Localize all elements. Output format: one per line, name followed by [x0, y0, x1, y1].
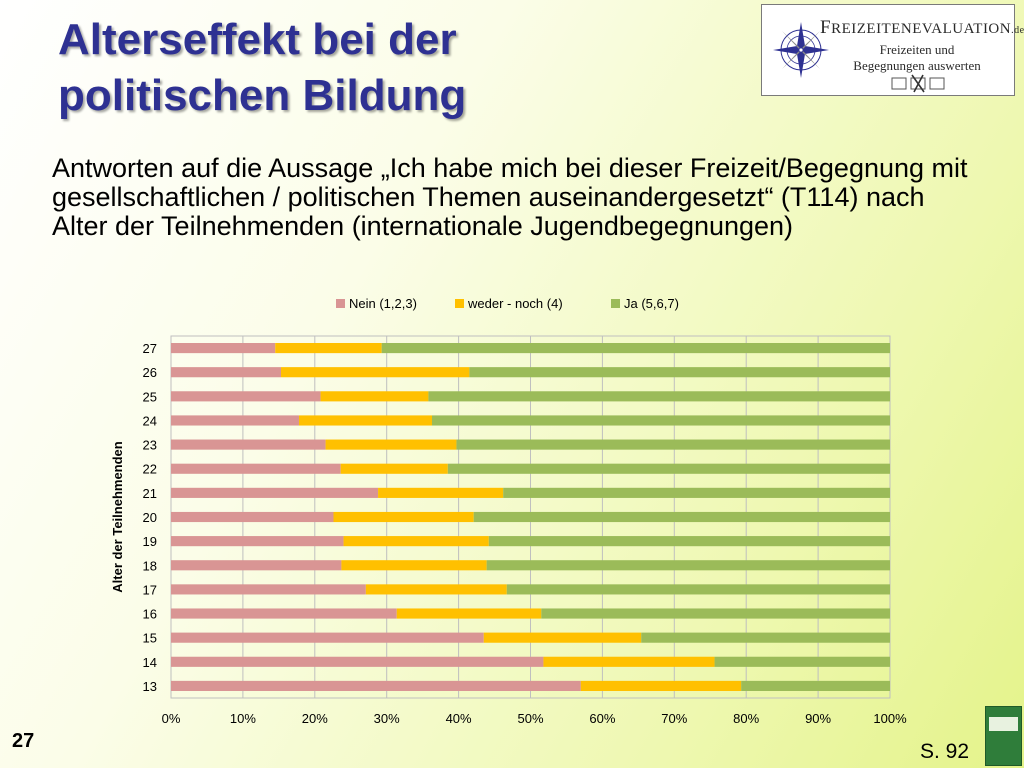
y-tick-label: 14: [143, 655, 157, 670]
bar-segment: [171, 463, 341, 474]
bar-segment: [381, 342, 890, 354]
page-reference: S. 92: [920, 740, 970, 763]
bar-segment: [580, 680, 742, 692]
bar-segment: [365, 584, 507, 595]
y-tick-label: 21: [143, 486, 157, 501]
bar-segment: [428, 391, 890, 402]
bar-segment: [473, 511, 890, 523]
x-tick-label: 30%: [374, 711, 400, 726]
title-line-1: Alterseffekt bei der: [58, 15, 457, 64]
bar-segment: [340, 463, 448, 474]
bar-segment: [171, 511, 334, 523]
bar-segment: [171, 608, 397, 619]
y-tick-label: 13: [143, 679, 157, 694]
bar-segment: [503, 487, 890, 498]
y-tick-label: 25: [143, 389, 157, 404]
bar-segment: [333, 511, 474, 523]
legend-label: Ja (5,6,7): [624, 296, 679, 311]
bar-segment: [541, 608, 890, 619]
y-tick-label: 22: [143, 462, 157, 477]
y-tick-label: 24: [143, 413, 157, 428]
legend-swatch: [611, 299, 620, 308]
bar-segment: [456, 439, 890, 450]
slide-subtitle: Antworten auf die Aussage „Ich habe mich…: [52, 153, 968, 241]
y-tick-label: 18: [143, 558, 157, 573]
checkbox-row-icon: [891, 74, 945, 93]
bar-segment: [171, 391, 321, 402]
bar-segment: [171, 342, 276, 354]
y-tick-label: 16: [143, 607, 157, 622]
y-axis-title: Alter der Teilnehmenden: [110, 441, 125, 593]
x-tick-label: 60%: [589, 711, 615, 726]
bar-segment: [171, 536, 344, 547]
page-number: 27: [12, 730, 35, 752]
bar-segment: [171, 680, 581, 692]
bar-segment: [171, 560, 342, 571]
bar-segment: [431, 415, 890, 426]
logo-tagline-2: Begegnungen auswerten: [853, 58, 981, 73]
x-tick-label: 100%: [873, 711, 907, 726]
x-tick-label: 20%: [302, 711, 328, 726]
bar-segment: [714, 656, 890, 667]
x-tick-label: 90%: [805, 711, 831, 726]
bar-segment: [641, 632, 890, 643]
y-tick-label: 15: [143, 631, 157, 646]
stacked-bar-chart: 0% 10% 20% 30% 40% 50% 60% 70% 80% 90% 100% 27 26 25 2…: [110, 296, 907, 726]
logo-tagline-1: Freizeiten und: [879, 42, 955, 57]
x-tick-label: 0%: [162, 711, 181, 726]
y-tick-label: 23: [143, 438, 157, 453]
bar-segment: [320, 391, 429, 402]
bar-segment: [341, 560, 487, 571]
legend-label: Nein (1,2,3): [349, 296, 417, 311]
bar-segment: [469, 367, 890, 378]
bar-segment: [447, 463, 890, 474]
book-cover-icon: [985, 706, 1022, 766]
slide-title: Alterseffekt bei der politischen Bildung: [58, 12, 466, 124]
y-tick-label: 27: [143, 341, 157, 356]
x-tick-label: 50%: [517, 711, 543, 726]
bar-segment: [298, 415, 432, 426]
bar-segment: [171, 656, 544, 667]
logo-brand: FREIZEITENEVALUATION.de: [820, 17, 1024, 38]
bar-segment: [378, 487, 504, 498]
bar-segment: [543, 656, 715, 667]
bar-segment: [171, 367, 282, 378]
bar-segment: [171, 487, 379, 498]
bar-segment: [171, 415, 299, 426]
x-tick-label: 70%: [661, 711, 687, 726]
legend-swatch: [336, 299, 345, 308]
x-tick-label: 40%: [446, 711, 472, 726]
y-tick-label: 19: [143, 534, 157, 549]
bar-segment: [396, 608, 542, 619]
bar-segment: [486, 560, 890, 571]
x-tick-label: 10%: [230, 711, 256, 726]
y-tick-label: 26: [143, 365, 157, 380]
legend-swatch: [455, 299, 464, 308]
x-tick-label: 80%: [733, 711, 759, 726]
bar-segment: [506, 584, 890, 595]
bar-segment: [325, 439, 457, 450]
bar-segment: [741, 680, 890, 692]
freizeitenevaluation-logo: FREIZEITENEVALUATION.de Freizeiten und B…: [761, 4, 1024, 96]
compass-rose-icon: [773, 22, 829, 78]
bar-segment: [343, 536, 489, 547]
y-tick-label: 20: [143, 510, 157, 525]
bar-segment: [171, 439, 326, 450]
bar-segment: [171, 632, 484, 643]
legend-label: weder - noch (4): [467, 296, 563, 311]
bar-segment: [171, 584, 366, 595]
bar-segment: [488, 536, 890, 547]
bar-segment: [281, 367, 470, 378]
y-tick-label: 17: [143, 582, 157, 597]
bar-segment: [275, 342, 382, 354]
bar-segment: [483, 632, 642, 643]
title-line-2: politischen Bildung: [58, 71, 467, 120]
